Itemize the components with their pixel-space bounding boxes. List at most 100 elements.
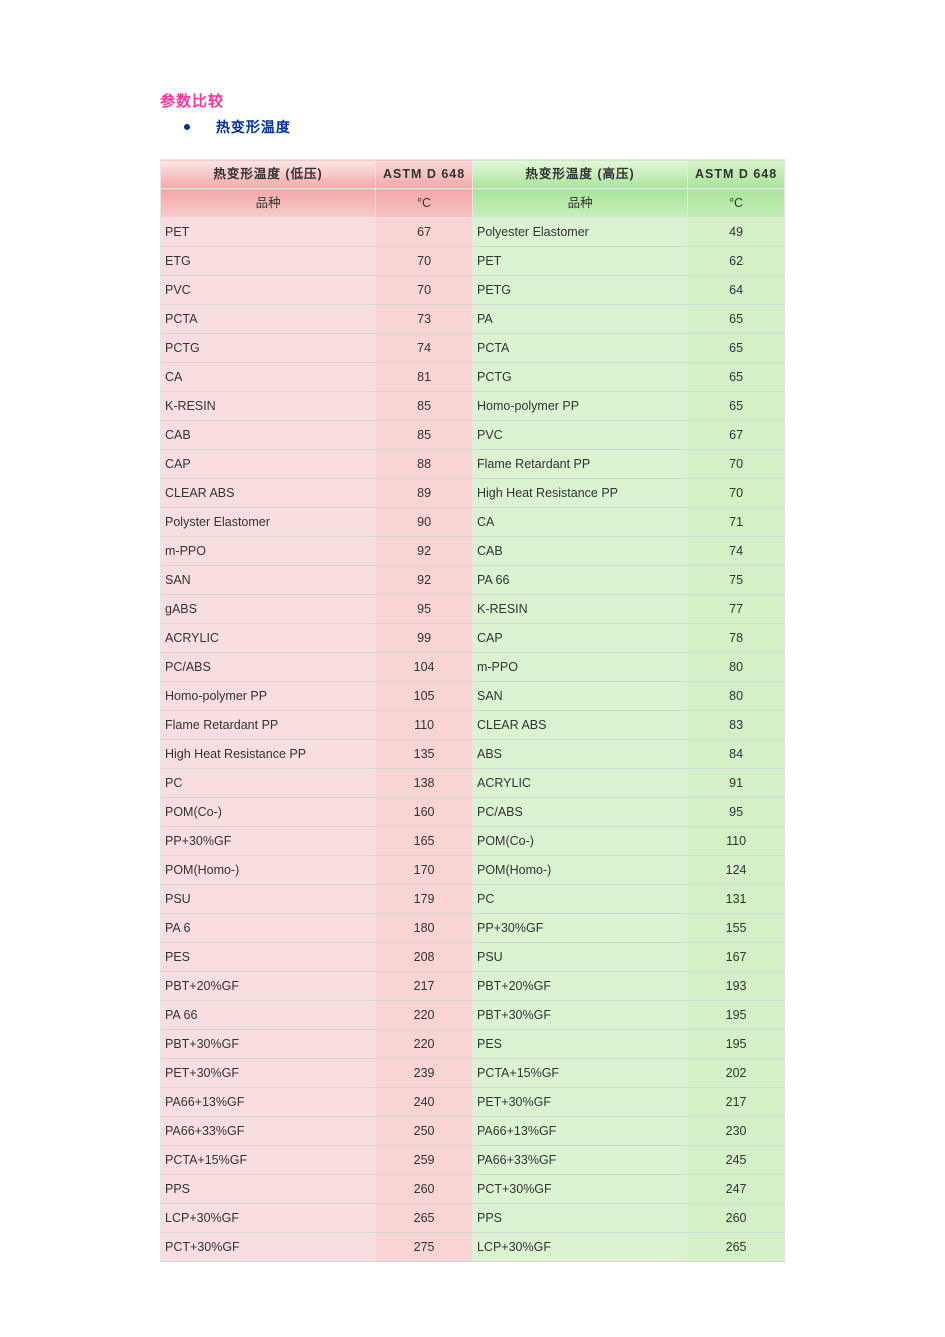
col-low-title: 热变形温度 (低压) xyxy=(161,160,376,189)
table-row: gABS95K-RESIN77 xyxy=(161,595,785,624)
cell-high-val: 80 xyxy=(688,682,785,711)
table-row: m-PPO92CAB74 xyxy=(161,537,785,566)
cell-low-val: 217 xyxy=(376,972,473,1001)
table-row: CLEAR ABS89High Heat Resistance PP70 xyxy=(161,479,785,508)
cell-high-val: 202 xyxy=(688,1059,785,1088)
cell-high-val: 110 xyxy=(688,827,785,856)
cell-low-val: 70 xyxy=(376,247,473,276)
cell-low-val: 67 xyxy=(376,218,473,247)
cell-high-val: 70 xyxy=(688,450,785,479)
table-row: POM(Co-)160PC/ABS95 xyxy=(161,798,785,827)
cell-low-val: 138 xyxy=(376,769,473,798)
hdt-table: 热变形温度 (低压) ASTM D 648 热变形温度 (高压) ASTM D … xyxy=(160,159,785,1262)
col-high-sub-unit: °C xyxy=(688,189,785,218)
cell-low-name: PPS xyxy=(161,1175,376,1204)
table-row: PP+30%GF165POM(Co-)110 xyxy=(161,827,785,856)
cell-high-name: PPS xyxy=(472,1204,687,1233)
cell-high-name: PCTA+15%GF xyxy=(472,1059,687,1088)
cell-high-val: 155 xyxy=(688,914,785,943)
cell-high-name: Homo-polymer PP xyxy=(472,392,687,421)
cell-low-val: 250 xyxy=(376,1117,473,1146)
cell-low-val: 180 xyxy=(376,914,473,943)
cell-high-name: PCTG xyxy=(472,363,687,392)
cell-low-val: 135 xyxy=(376,740,473,769)
cell-high-val: 195 xyxy=(688,1001,785,1030)
cell-low-name: PBT+30%GF xyxy=(161,1030,376,1059)
cell-high-val: 65 xyxy=(688,392,785,421)
cell-low-val: 92 xyxy=(376,537,473,566)
cell-high-val: 70 xyxy=(688,479,785,508)
table-row: High Heat Resistance PP135ABS84 xyxy=(161,740,785,769)
cell-low-val: 220 xyxy=(376,1001,473,1030)
cell-high-val: 78 xyxy=(688,624,785,653)
cell-low-val: 259 xyxy=(376,1146,473,1175)
table-row: PA 6180PP+30%GF155 xyxy=(161,914,785,943)
cell-low-name: ETG xyxy=(161,247,376,276)
table-body: PET67Polyester Elastomer49ETG70PET62PVC7… xyxy=(161,218,785,1262)
table-row: PA66+13%GF240PET+30%GF217 xyxy=(161,1088,785,1117)
table-row: K-RESIN85Homo-polymer PP65 xyxy=(161,392,785,421)
cell-high-val: 49 xyxy=(688,218,785,247)
cell-low-val: 239 xyxy=(376,1059,473,1088)
table-row: PCTG74PCTA65 xyxy=(161,334,785,363)
cell-low-name: PC/ABS xyxy=(161,653,376,682)
cell-high-name: PETG xyxy=(472,276,687,305)
cell-low-name: SAN xyxy=(161,566,376,595)
cell-high-val: 67 xyxy=(688,421,785,450)
cell-low-name: Flame Retardant PP xyxy=(161,711,376,740)
cell-low-name: PET+30%GF xyxy=(161,1059,376,1088)
cell-high-name: CAB xyxy=(472,537,687,566)
cell-low-val: 74 xyxy=(376,334,473,363)
cell-high-val: 65 xyxy=(688,305,785,334)
cell-low-val: 179 xyxy=(376,885,473,914)
cell-high-name: LCP+30%GF xyxy=(472,1233,687,1262)
col-low-sub-unit: °C xyxy=(376,189,473,218)
cell-high-val: 195 xyxy=(688,1030,785,1059)
cell-low-name: m-PPO xyxy=(161,537,376,566)
bullet-label: 热变形温度 xyxy=(216,119,291,135)
cell-low-val: 88 xyxy=(376,450,473,479)
table-row: CAP88Flame Retardant PP70 xyxy=(161,450,785,479)
cell-high-name: PCT+30%GF xyxy=(472,1175,687,1204)
cell-low-val: 275 xyxy=(376,1233,473,1262)
cell-high-val: 80 xyxy=(688,653,785,682)
cell-low-val: 81 xyxy=(376,363,473,392)
cell-low-val: 170 xyxy=(376,856,473,885)
cell-high-val: 265 xyxy=(688,1233,785,1262)
cell-high-name: PA66+33%GF xyxy=(472,1146,687,1175)
cell-high-name: PC xyxy=(472,885,687,914)
page-title: 参数比较 xyxy=(160,90,785,111)
table-row: Flame Retardant PP110CLEAR ABS83 xyxy=(161,711,785,740)
cell-low-name: PA 66 xyxy=(161,1001,376,1030)
col-high-astm: ASTM D 648 xyxy=(688,160,785,189)
cell-low-val: 85 xyxy=(376,421,473,450)
cell-low-val: 220 xyxy=(376,1030,473,1059)
cell-low-name: PCT+30%GF xyxy=(161,1233,376,1262)
table-header-row-2: 品种 °C 品种 °C xyxy=(161,189,785,218)
table-row: PC138ACRYLIC91 xyxy=(161,769,785,798)
table-row: PA 66220PBT+30%GF195 xyxy=(161,1001,785,1030)
table-row: ACRYLIC99CAP78 xyxy=(161,624,785,653)
cell-low-val: 99 xyxy=(376,624,473,653)
cell-low-val: 110 xyxy=(376,711,473,740)
table-row: LCP+30%GF265PPS260 xyxy=(161,1204,785,1233)
cell-high-val: 247 xyxy=(688,1175,785,1204)
cell-low-name: Homo-polymer PP xyxy=(161,682,376,711)
cell-high-name: SAN xyxy=(472,682,687,711)
cell-high-name: CLEAR ABS xyxy=(472,711,687,740)
cell-high-name: PBT+20%GF xyxy=(472,972,687,1001)
cell-high-name: PP+30%GF xyxy=(472,914,687,943)
cell-low-name: CA xyxy=(161,363,376,392)
cell-low-name: PA66+13%GF xyxy=(161,1088,376,1117)
cell-high-val: 65 xyxy=(688,334,785,363)
cell-low-name: PP+30%GF xyxy=(161,827,376,856)
cell-high-val: 245 xyxy=(688,1146,785,1175)
cell-high-name: High Heat Resistance PP xyxy=(472,479,687,508)
cell-high-val: 65 xyxy=(688,363,785,392)
cell-high-name: ABS xyxy=(472,740,687,769)
cell-low-name: PSU xyxy=(161,885,376,914)
cell-low-name: Polyster Elastomer xyxy=(161,508,376,537)
cell-low-name: High Heat Resistance PP xyxy=(161,740,376,769)
cell-low-val: 165 xyxy=(376,827,473,856)
cell-high-val: 77 xyxy=(688,595,785,624)
